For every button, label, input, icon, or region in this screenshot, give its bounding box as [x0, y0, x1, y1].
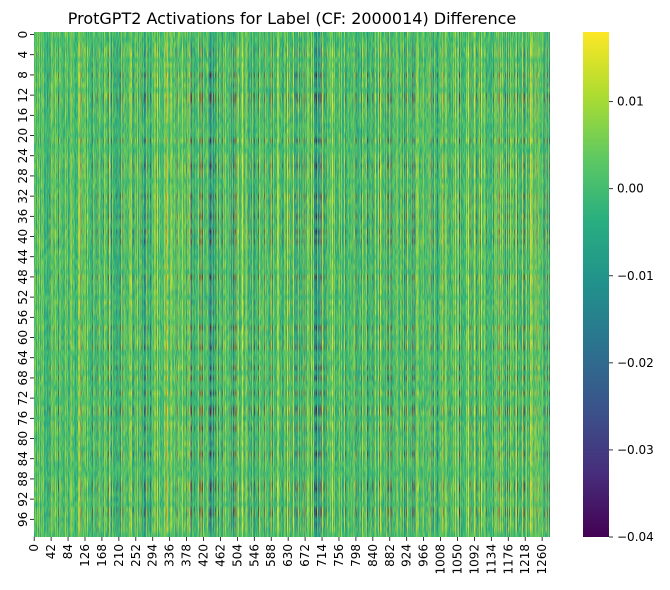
chart-title: ProtGPT2 Activations for Label (CF: 2000…: [68, 9, 517, 28]
colorbar-tick-label: 0.00: [617, 182, 644, 196]
x-tick-label: 126: [78, 544, 92, 567]
x-tick-label: 294: [146, 544, 160, 567]
x-tick-label: 42: [44, 544, 58, 559]
x-tick-label: 1134: [484, 544, 498, 575]
y-tick-label: 8: [16, 71, 30, 79]
y-tick-label: 80: [16, 431, 30, 446]
x-tick-label: 420: [197, 544, 211, 567]
x-tick-label: 966: [417, 544, 431, 567]
colorbar-tick-label: −0.04: [617, 530, 654, 544]
colorbar-tick-label: −0.01: [617, 269, 654, 283]
x-tick-label: 462: [213, 544, 227, 567]
y-tick-label: 60: [16, 330, 30, 345]
y-tick-label: 64: [16, 350, 30, 365]
y-tick-label: 72: [16, 390, 30, 405]
y-tick-label: 84: [16, 451, 30, 466]
x-tick-label: 378: [180, 544, 194, 567]
x-tick-label: 1050: [450, 544, 464, 575]
x-tick-label: 840: [366, 544, 380, 567]
x-tick-label: 882: [383, 544, 397, 567]
colorbar-ticks: 0.01 0.00 −0.01 −0.02 −0.03 −0.04: [609, 95, 654, 544]
colorbar-tick-label: −0.02: [617, 356, 654, 370]
x-tick-label: 168: [95, 544, 109, 567]
y-tick-label: 96: [16, 512, 30, 527]
y-tick-label: 28: [16, 168, 30, 183]
y-tick-label: 32: [16, 188, 30, 203]
y-tick-label: 20: [16, 128, 30, 143]
x-tick-label: 924: [400, 544, 414, 567]
y-tick-label: 0: [16, 31, 30, 39]
x-tick-label: 1092: [467, 544, 481, 575]
y-tick-label: 44: [16, 249, 30, 264]
x-tick-label: 798: [349, 544, 363, 567]
x-tick-label: 336: [163, 544, 177, 567]
y-tick-label: 12: [16, 87, 30, 102]
x-tick-label: 1008: [434, 544, 448, 575]
x-tick-label: 210: [112, 544, 126, 567]
y-tick-label: 88: [16, 471, 30, 486]
x-tick-label: 1260: [535, 544, 549, 575]
x-axis: 0 42 84 126 168 210 252 294 336 378 420 462 504 546 58…: [27, 537, 549, 575]
x-tick-label: 756: [332, 544, 346, 567]
y-tick-label: 4: [16, 51, 30, 59]
colorbar-tick-label: −0.03: [617, 443, 654, 457]
x-tick-label: 714: [315, 544, 329, 567]
colorbar: 0.01 0.00 −0.01 −0.02 −0.03 −0.04: [583, 32, 654, 544]
y-tick-label: 56: [16, 310, 30, 325]
y-tick-label: 76: [16, 411, 30, 426]
y-tick-label: 68: [16, 370, 30, 385]
x-tick-label: 588: [264, 544, 278, 567]
y-axis: 0481216202428323640444852566064687276808…: [16, 31, 34, 527]
x-tick-label: 546: [247, 544, 261, 567]
y-tick-label: 48: [16, 269, 30, 284]
x-tick-label: 630: [281, 544, 295, 567]
x-tick-label: 1218: [518, 544, 532, 575]
y-tick-label: 24: [16, 148, 30, 163]
y-tick-label: 16: [16, 108, 30, 123]
x-tick-label: 0: [27, 544, 41, 552]
colorbar-tick-label: 0.01: [617, 95, 644, 109]
x-tick-label: 672: [298, 544, 312, 567]
y-tick-label: 36: [16, 209, 30, 224]
y-tick-label: 40: [16, 229, 30, 244]
x-tick-label: 1176: [501, 544, 515, 575]
x-tick-label: 84: [61, 544, 75, 559]
y-tick-label: 52: [16, 289, 30, 304]
colorbar-gradient: [583, 32, 609, 537]
heatmap-cells: [34, 32, 550, 537]
heatmap-area: [34, 32, 550, 537]
x-tick-label: 504: [230, 544, 244, 567]
x-tick-label: 252: [129, 544, 143, 567]
y-tick-label: 92: [16, 491, 30, 506]
